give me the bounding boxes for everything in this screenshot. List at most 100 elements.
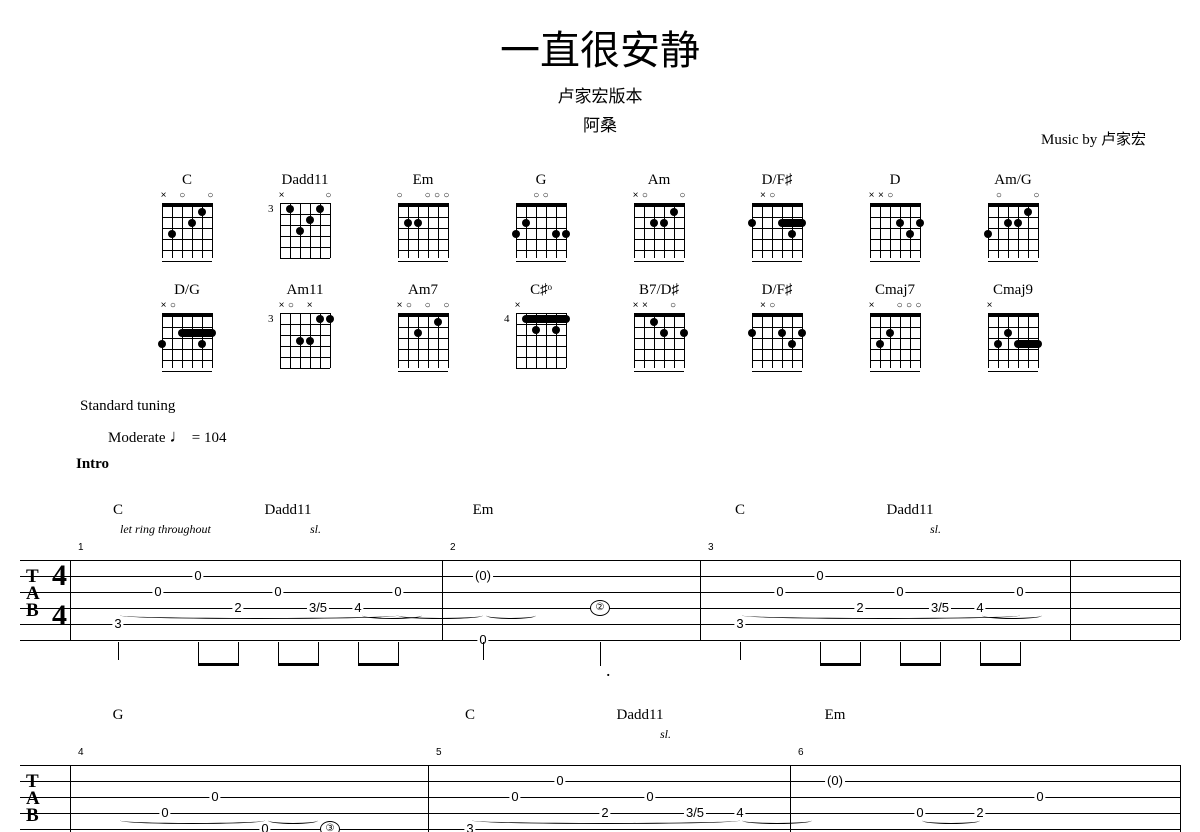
chord-open-muted: ×○○○ [395, 301, 451, 313]
bar-number: 1 [78, 542, 84, 553]
tab-fret-number: 0 [774, 586, 785, 598]
chord-name: Am/G [994, 172, 1032, 189]
chord-name: Am7 [408, 282, 438, 299]
chord-grid [752, 203, 802, 258]
chord-open-muted: ○○ [513, 191, 569, 203]
bar-number: 3 [708, 542, 714, 553]
chord-open-muted: ×○○ [159, 191, 215, 203]
chord-symbol: Dadd11 [617, 707, 664, 724]
chord-diagrams-row-2: D/G×○Am11×○×3Am7×○○○C♯ᵒ×4B7/D♯××○D/F♯×○C… [0, 282, 1200, 368]
tab-fret-number: 0 [272, 586, 283, 598]
chord-symbol: Em [825, 707, 846, 724]
chord-diagram: Em○○○○ [387, 172, 459, 258]
tab-fret-number: 0 [554, 775, 565, 787]
chord-open-muted: ○○ [985, 191, 1041, 203]
tab-fret-number: (0) [825, 775, 845, 787]
chord-diagrams-row-1: C×○○ Dadd11×○3 Em○○○○ G ○○ Am ×○○ D/F♯ ×○ D ××○ Am/… [0, 172, 1200, 258]
chord-open-muted: ×○○ [631, 191, 687, 203]
chord-open-muted: ×○ [749, 191, 805, 203]
chord-name: G [536, 172, 547, 189]
annotation-slide: sl. [310, 522, 321, 537]
tab-system-2: TABGCDadd11Emsl.4563000③300203/54(0)0020 [20, 735, 1180, 832]
chord-symbol: G [113, 707, 124, 724]
chord-grid [634, 203, 684, 258]
chord-grid [634, 313, 684, 368]
chord-diagram: Am/G ○○ [977, 172, 1049, 258]
tab-fret-number: 0 [192, 570, 203, 582]
tab-fret-number: 0 [152, 586, 163, 598]
chord-open-muted: ×○ [159, 301, 215, 313]
annotation-slide: sl. [930, 522, 941, 537]
chord-grid [398, 203, 448, 258]
chord-name: Cmaj9 [993, 282, 1033, 299]
chord-name: Am [648, 172, 671, 189]
chord-name: D [890, 172, 901, 189]
chord-diagram: D ××○ [859, 172, 931, 258]
chord-symbol: C [465, 707, 475, 724]
chord-symbol: C [735, 502, 745, 519]
tab-fret-number: 0 [1014, 586, 1025, 598]
section-label: Intro [76, 456, 109, 473]
annotation-let-ring: let ring throughout [120, 522, 211, 537]
bar-number: 6 [798, 747, 804, 758]
chord-open-muted: × [513, 301, 569, 313]
sheet-title: 一直很安静 [0, 18, 1200, 76]
chord-symbol: Em [473, 502, 494, 519]
tab-fret-number: (0) [473, 570, 493, 582]
bar-number: 5 [436, 747, 442, 758]
chord-name: D/F♯ [762, 172, 793, 189]
chord-grid [870, 313, 920, 368]
sheet-subtitle: 卢家宏版本 [0, 82, 1200, 107]
chord-diagram: Cmaj7 ×○○○ [859, 282, 931, 368]
sheet-artist: 阿桑 [0, 111, 1200, 136]
chord-diagram: D/G ×○ [151, 282, 223, 368]
tab-fret-number: 3 [112, 618, 123, 630]
tab-fret-number: 0 [392, 586, 403, 598]
chord-grid [752, 313, 802, 368]
chord-diagram: G ○○ [505, 172, 577, 258]
chord-diagram: D/F♯ ×○ [741, 282, 813, 368]
chord-name: B7/D♯ [639, 282, 679, 299]
chord-diagram: C×○○ [151, 172, 223, 258]
tab-fret-number: 3 [734, 618, 745, 630]
chord-diagram: Am7 ×○○○ [387, 282, 459, 368]
chord-grid [162, 313, 212, 368]
chord-grid [162, 203, 212, 258]
chord-name: C♯ᵒ [530, 282, 552, 299]
chord-open-muted: × [985, 301, 1041, 313]
chord-open-muted: ××○ [867, 191, 923, 203]
chord-diagram: Am ×○○ [623, 172, 695, 258]
chord-open-muted: ××○ [631, 301, 687, 313]
chord-name: D/F♯ [762, 282, 793, 299]
tab-fret-number: 3 [464, 823, 475, 832]
chord-diagram: Cmaj9 × [977, 282, 1049, 368]
chord-diagram: Am11×○×3 [269, 282, 341, 368]
tab-fret-number: 0 [894, 586, 905, 598]
tab-fret-number: 0 [509, 791, 520, 803]
chord-symbol: Dadd11 [265, 502, 312, 519]
tuning-label: Standard tuning [80, 398, 175, 415]
bar-number: 2 [450, 542, 456, 553]
chord-name: Am11 [287, 282, 324, 299]
chord-name: D/G [174, 282, 200, 299]
chord-name: Dadd11 [282, 172, 329, 189]
tab-clef: TAB [26, 568, 40, 619]
chord-symbol: C [113, 502, 123, 519]
chord-diagram: C♯ᵒ ×4 [505, 282, 577, 368]
chord-name: Cmaj7 [875, 282, 915, 299]
tab-fret-number: 0 [209, 791, 220, 803]
annotation-slide: sl. [660, 727, 671, 742]
tab-fret-number: 0 [259, 823, 270, 832]
chord-open-muted: ×○ [749, 301, 805, 313]
chord-open-muted: ×○○○ [867, 301, 923, 313]
chord-diagram: D/F♯ ×○ [741, 172, 813, 258]
chord-diagram: Dadd11×○3 [269, 172, 341, 258]
chord-grid: 4 [516, 313, 566, 368]
sheet-composer: Music by 卢家宏 [1041, 128, 1146, 149]
bar-number: 4 [78, 747, 84, 758]
chord-grid: 3 [280, 203, 330, 258]
chord-open-muted: ×○× [277, 301, 333, 313]
tab-fret-number: ② [590, 600, 610, 616]
chord-symbol: Dadd11 [887, 502, 934, 519]
tab-fret-number: ③ [320, 821, 340, 832]
